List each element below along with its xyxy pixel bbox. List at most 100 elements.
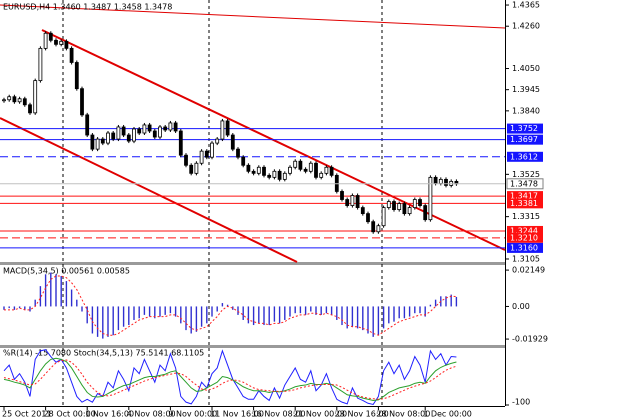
candle xyxy=(397,203,402,211)
x-tick-label: 25 Oct 2011 xyxy=(2,410,51,419)
candle xyxy=(7,96,12,101)
y-tick-label: 0.00 xyxy=(512,302,530,311)
level-label-box xyxy=(507,242,543,253)
candle xyxy=(54,39,58,45)
level-label: 1.3612 xyxy=(510,152,538,161)
candle xyxy=(345,199,350,206)
candle xyxy=(418,199,422,206)
chart-title: EURUSD,H4 1.3460 1.3487 1.3458 1.3478 xyxy=(3,3,172,12)
candle xyxy=(314,162,318,178)
y-tick-label: 1.4260 xyxy=(512,22,540,31)
candle xyxy=(168,122,173,131)
candle xyxy=(43,32,48,49)
period-separators xyxy=(62,0,383,406)
candle xyxy=(69,47,74,63)
candle xyxy=(407,207,412,215)
candle xyxy=(324,166,329,174)
candle xyxy=(272,170,277,178)
candle xyxy=(100,138,105,144)
candle xyxy=(38,47,43,82)
candle xyxy=(288,166,292,174)
oscillator-line xyxy=(3,357,457,401)
candle xyxy=(12,96,17,103)
x-tick-label: 9 Nov 00:00 xyxy=(168,410,217,419)
x-tick-label: 23 Nov 16:00 xyxy=(335,410,389,419)
candle xyxy=(116,126,121,140)
x-tick-label: 1 Nov 16:00 xyxy=(85,410,134,419)
candle xyxy=(298,160,303,170)
candle xyxy=(95,138,100,150)
x-tick-label: 16 Nov 08:00 xyxy=(252,410,306,419)
level-label: 1.3244 xyxy=(510,226,538,235)
candle xyxy=(277,170,282,180)
candle xyxy=(402,203,407,215)
candle xyxy=(204,150,209,158)
candle xyxy=(22,98,27,106)
y-tick-label: 1.3105 xyxy=(512,254,540,263)
y-tick-label: 1.3945 xyxy=(512,85,540,94)
candle xyxy=(48,32,53,41)
x-tick-label: 11 Nov 16:00 xyxy=(210,410,264,419)
y-tick-label: 1.4365 xyxy=(512,1,540,10)
level-label: 1.3417 xyxy=(510,192,538,201)
candle xyxy=(147,124,152,132)
candle xyxy=(220,120,225,140)
candle xyxy=(376,225,381,233)
candle xyxy=(137,128,142,134)
candle xyxy=(319,172,324,178)
y-tick-label: -100 xyxy=(512,398,530,407)
candle xyxy=(444,178,448,186)
trend-line xyxy=(0,4,506,29)
candle xyxy=(132,128,136,142)
candle xyxy=(152,130,157,138)
level-label-box xyxy=(507,134,543,145)
candle xyxy=(303,168,308,172)
candle xyxy=(59,40,64,45)
candle xyxy=(366,213,370,223)
level-label-box xyxy=(507,225,543,236)
macd-signal xyxy=(4,275,457,336)
level-label: 1.3210 xyxy=(510,233,538,242)
x-tick-label: 28 Nov 08:00 xyxy=(376,410,430,419)
candle xyxy=(350,195,355,206)
candle xyxy=(267,174,272,178)
level-label: 1.3160 xyxy=(510,243,538,252)
candle xyxy=(225,120,230,136)
current-price-label: 1.3478 xyxy=(510,179,538,188)
candle xyxy=(163,126,168,131)
y-tick-label: -0.01929 xyxy=(512,335,548,344)
candle xyxy=(438,178,443,184)
candle xyxy=(158,126,162,138)
level-label: 1.3381 xyxy=(510,199,538,208)
candle xyxy=(28,104,32,114)
y-tick-label: 1.3525 xyxy=(512,170,540,179)
level-label: 1.3752 xyxy=(510,124,538,133)
oscillator-line xyxy=(3,349,457,405)
candle xyxy=(90,134,95,150)
level-label-box xyxy=(507,232,543,243)
candle xyxy=(246,164,251,172)
level-label-box xyxy=(507,191,543,202)
candle xyxy=(392,201,396,211)
level-label-box xyxy=(507,123,543,134)
candle xyxy=(178,130,183,156)
candle xyxy=(329,166,334,176)
candle xyxy=(17,98,22,103)
y-tick-label: 1.4050 xyxy=(512,64,540,73)
candle xyxy=(74,62,79,90)
candle xyxy=(381,207,386,227)
candle xyxy=(210,142,214,158)
level-label: 1.3697 xyxy=(510,135,538,144)
candle xyxy=(340,191,344,200)
candle xyxy=(111,132,116,140)
candle xyxy=(293,160,298,168)
candle xyxy=(236,148,240,158)
y-tick-label: 0.02149 xyxy=(512,266,545,275)
candle xyxy=(194,162,199,174)
candle xyxy=(360,207,365,215)
current-price-box xyxy=(506,178,544,190)
candle xyxy=(64,40,69,49)
candle xyxy=(121,126,126,136)
candle xyxy=(126,134,131,142)
